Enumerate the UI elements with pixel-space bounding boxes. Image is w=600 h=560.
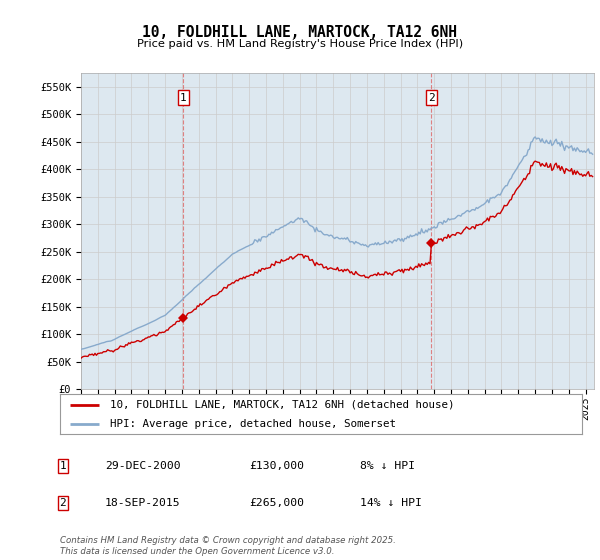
Text: £265,000: £265,000 [249, 498, 304, 508]
Text: Price paid vs. HM Land Registry's House Price Index (HPI): Price paid vs. HM Land Registry's House … [137, 39, 463, 49]
Text: 2: 2 [59, 498, 67, 508]
Text: Contains HM Land Registry data © Crown copyright and database right 2025.
This d: Contains HM Land Registry data © Crown c… [60, 536, 396, 556]
Text: 18-SEP-2015: 18-SEP-2015 [105, 498, 181, 508]
Text: 10, FOLDHILL LANE, MARTOCK, TA12 6NH: 10, FOLDHILL LANE, MARTOCK, TA12 6NH [143, 25, 458, 40]
Text: 10, FOLDHILL LANE, MARTOCK, TA12 6NH (detached house): 10, FOLDHILL LANE, MARTOCK, TA12 6NH (de… [110, 400, 454, 410]
Text: 2: 2 [428, 92, 435, 102]
Text: 14% ↓ HPI: 14% ↓ HPI [360, 498, 422, 508]
Text: 1: 1 [180, 92, 187, 102]
Text: HPI: Average price, detached house, Somerset: HPI: Average price, detached house, Some… [110, 419, 395, 429]
Text: 29-DEC-2000: 29-DEC-2000 [105, 461, 181, 472]
Text: 8% ↓ HPI: 8% ↓ HPI [360, 461, 415, 472]
Text: £130,000: £130,000 [249, 461, 304, 472]
Text: 1: 1 [59, 461, 67, 472]
